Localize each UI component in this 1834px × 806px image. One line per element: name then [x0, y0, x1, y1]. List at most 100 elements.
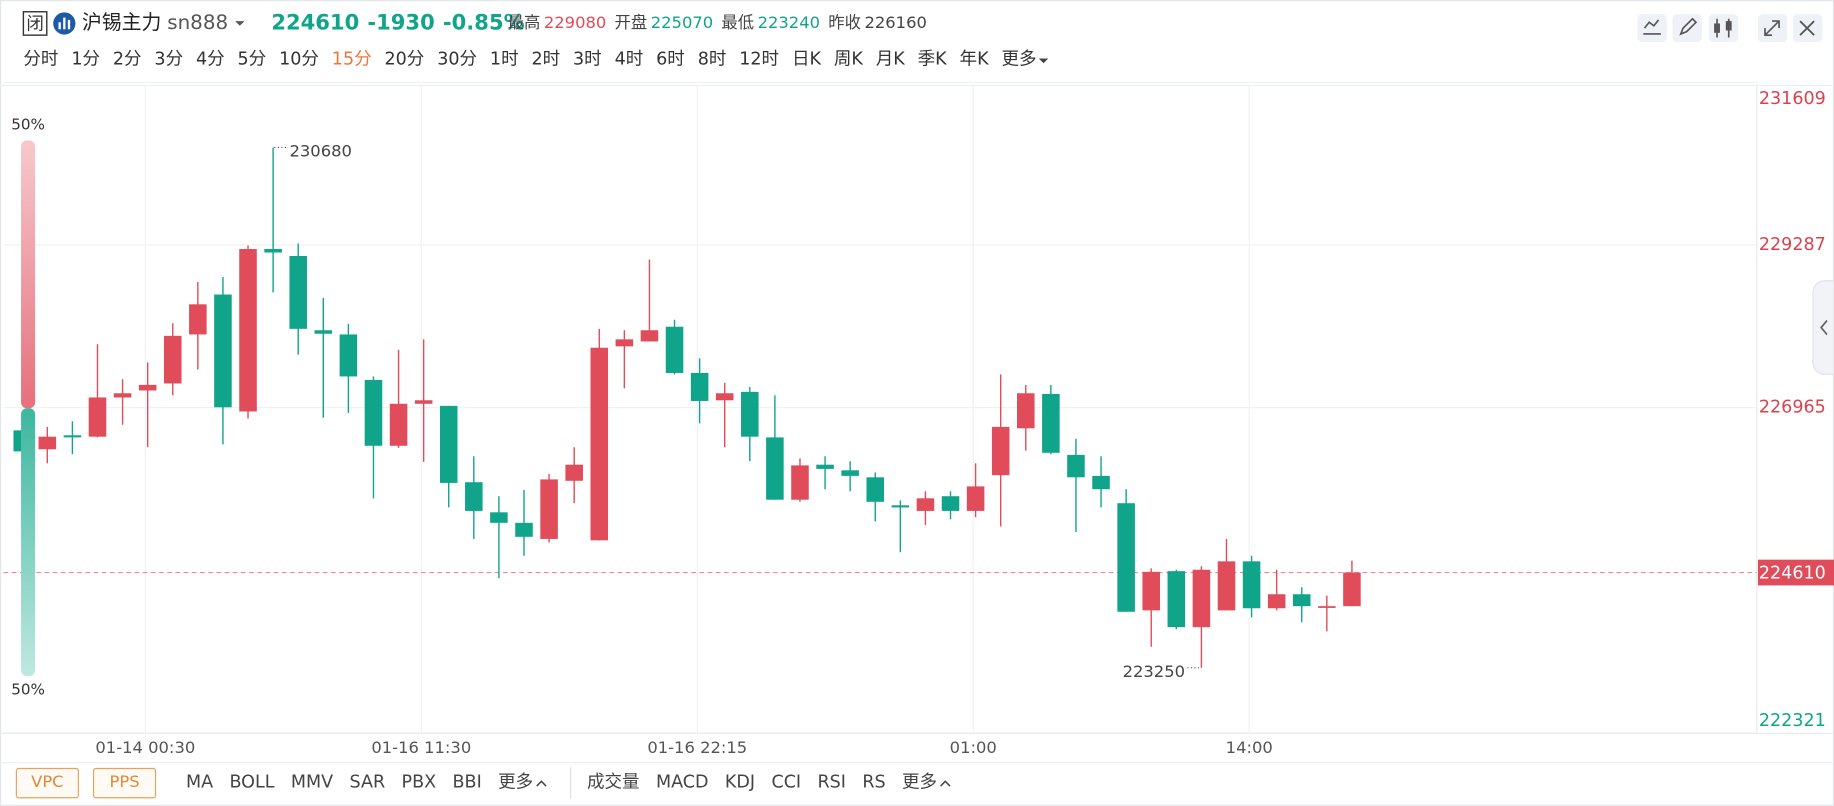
candle-body: [1343, 572, 1361, 607]
stat-label: 最低: [721, 13, 754, 32]
toolbar: 沪锡主力 sn888 224610 -1930 -0.85%最高 229080 开盘 2250…: [11, 9, 1049, 799]
side-collapse-tab[interactable]: [1812, 280, 1834, 375]
indicator-item[interactable]: 成交量: [587, 773, 640, 793]
indicator-item[interactable]: PBX: [402, 773, 437, 793]
period-tab[interactable]: 4时: [615, 50, 644, 70]
candle-body: [866, 477, 885, 502]
candle-body: [364, 379, 383, 446]
indicator-item[interactable]: 更多: [498, 773, 533, 793]
indicator-button[interactable]: [92, 767, 157, 799]
tool-icon: [1714, 23, 1720, 33]
period-tab[interactable]: 3时: [573, 50, 602, 70]
period-tab[interactable]: 6时: [656, 50, 685, 70]
candle-body: [640, 330, 659, 342]
gauge-label: 50%: [11, 681, 45, 699]
candle-body: [1217, 561, 1236, 611]
indicator-item[interactable]: BOLL: [229, 773, 274, 793]
indicator-item[interactable]: RS: [862, 773, 885, 793]
tool-button[interactable]: [1708, 14, 1739, 43]
indicator-item[interactable]: MMV: [291, 773, 333, 793]
indicator-item[interactable]: SAR: [350, 773, 386, 793]
instrument-code[interactable]: sn888: [167, 11, 228, 34]
x-tick-label: 01-14 00:30: [95, 738, 195, 757]
candle-body: [540, 479, 558, 539]
stat-label: 开盘: [614, 13, 647, 32]
indicator-item[interactable]: RSI: [817, 773, 845, 793]
period-tab[interactable]: 2时: [531, 50, 560, 70]
period-tab[interactable]: 15分: [332, 50, 372, 70]
candle-body: [163, 335, 182, 384]
period-tab[interactable]: 年K: [960, 50, 990, 70]
candle-body: [1192, 569, 1211, 628]
tool-icon: [1725, 21, 1732, 31]
candle-body: [1167, 571, 1186, 628]
dropdown-arrow[interactable]: [235, 21, 245, 26]
candle-body: [339, 334, 358, 377]
indicator-item[interactable]: MA: [186, 773, 213, 793]
stat-label: 最高: [508, 13, 541, 32]
indicator-item[interactable]: KDJ: [725, 773, 755, 793]
period-tab[interactable]: 12时: [739, 50, 779, 70]
stat-value: 225070: [651, 13, 713, 32]
price: 224610: [271, 9, 359, 34]
period-tab[interactable]: 分时: [23, 50, 58, 70]
period-tab[interactable]: 30分: [437, 50, 477, 70]
period-tab[interactable]: 5分: [238, 50, 267, 70]
period-tab[interactable]: 1分: [71, 50, 100, 70]
period-tab[interactable]: 更多: [1001, 50, 1036, 70]
low-annotation: 223250: [1123, 662, 1185, 681]
tool-button[interactable]: [1672, 14, 1702, 43]
chevron-up[interactable]: [940, 780, 951, 787]
indicator-button[interactable]: [15, 767, 79, 799]
y-tick-label: 229287: [1759, 235, 1826, 255]
x-tick-label: 01-16 22:15: [647, 738, 747, 757]
indicator-item[interactable]: 更多: [902, 773, 937, 793]
candle-body: [741, 391, 759, 437]
period-tab[interactable]: 20分: [385, 50, 425, 70]
period-tab[interactable]: 日K: [792, 50, 822, 70]
candle-body: [239, 249, 257, 412]
candle-body: [991, 426, 1010, 476]
period-tab[interactable]: 2分: [113, 50, 142, 70]
indicator-item[interactable]: MACD: [656, 773, 709, 793]
instrument-name: 沪锡主力: [82, 11, 162, 34]
chevron-up[interactable]: [536, 780, 547, 787]
period-tab[interactable]: 4分: [196, 50, 225, 70]
period-tab[interactable]: 月K: [876, 50, 906, 70]
period-tab[interactable]: 周K: [834, 50, 864, 70]
stat-label: 昨收: [828, 13, 861, 32]
candle-body: [1142, 571, 1160, 611]
tool-icon: [1799, 20, 1815, 36]
candle-body: [38, 436, 57, 450]
period-tab[interactable]: 10分: [279, 50, 319, 70]
candle-body: [515, 522, 533, 537]
stat-value: 223240: [758, 13, 820, 32]
candle-body: [565, 464, 583, 481]
y-tick-label: 226965: [1759, 398, 1826, 418]
candle-body: [615, 339, 634, 347]
indicator-label: VPC: [31, 772, 63, 791]
change: -1930: [367, 9, 434, 34]
stat-value: 226160: [864, 13, 926, 32]
period-tab[interactable]: 8时: [698, 50, 727, 70]
dropdown-arrow[interactable]: [1038, 58, 1049, 64]
tool-button[interactable]: [1637, 14, 1667, 43]
candle-body: [414, 400, 433, 404]
indicator-item[interactable]: BBI: [453, 773, 482, 793]
candle-body: [63, 435, 82, 438]
period-tab[interactable]: 1时: [490, 50, 519, 70]
candle-body: [690, 372, 709, 401]
candle-body: [916, 498, 935, 511]
candle-body: [1267, 594, 1286, 609]
candle-body: [1042, 393, 1060, 453]
tool-icon: [1643, 19, 1661, 35]
tool-icon: [1679, 17, 1698, 36]
period-tab[interactable]: 季K: [918, 50, 948, 70]
candle-body: [138, 384, 157, 391]
candle-body: [1242, 561, 1261, 609]
candle-body: [941, 496, 960, 511]
candle-body: [766, 437, 784, 500]
indicator-item[interactable]: CCI: [771, 773, 801, 793]
period-tab[interactable]: 3分: [154, 50, 183, 70]
